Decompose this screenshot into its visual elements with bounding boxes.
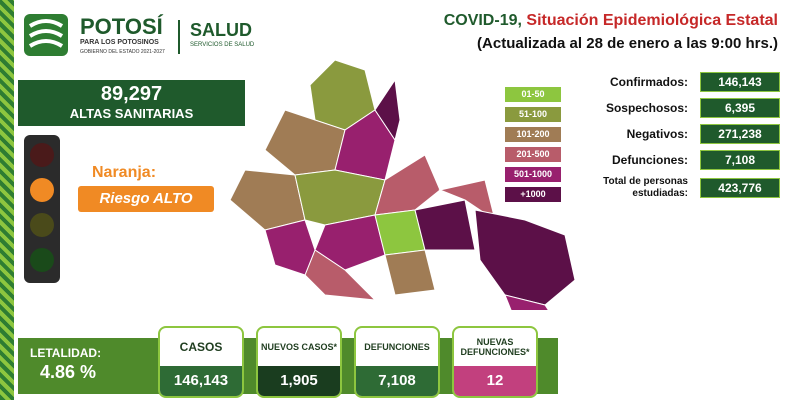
- logo-mark: [24, 14, 68, 56]
- logo-divider: [178, 20, 180, 54]
- legend-item: 01-50: [505, 87, 561, 102]
- card-label: DEFUNCIONES: [364, 342, 430, 352]
- stat-value: 423,776: [700, 178, 780, 198]
- logo-tagline: PARA LOS POTOSINOS: [80, 39, 159, 46]
- legend-item: +1000: [505, 187, 561, 202]
- card-value: 146,143: [160, 366, 242, 396]
- title: COVID-19, Situación Epidemiológica Estat…: [444, 12, 778, 30]
- card-label: NUEVAS DEFUNCIONES*: [460, 337, 530, 357]
- lethality-value: 4.86 %: [40, 362, 97, 382]
- lethality-label: LETALIDAD:: [30, 346, 102, 360]
- card-value: 1,905: [258, 366, 340, 396]
- logo-name: POTOSÍ: [80, 14, 163, 39]
- card: NUEVAS DEFUNCIONES* 12: [452, 326, 538, 398]
- risk-level: Riesgo ALTO: [78, 186, 214, 212]
- card: NUEVOS CASOS* 1,905: [256, 326, 342, 398]
- discharges-label: ALTAS SANITARIAS: [69, 106, 194, 121]
- card: DEFUNCIONES 7,108: [354, 326, 440, 398]
- card-label: CASOS: [179, 340, 223, 354]
- discharges-box: 89,297 ALTAS SANITARIAS: [18, 80, 245, 126]
- agency-sub: SERVICIOS DE SALUD: [190, 42, 255, 48]
- card: CASOS 146,143: [158, 326, 244, 398]
- risk-color: Naranja:: [92, 164, 157, 181]
- legend-item: 501-1000: [505, 167, 561, 182]
- discharges-value: 89,297: [100, 83, 163, 105]
- stat-label: Total de personas estudiadas:: [603, 176, 688, 199]
- side-border: [0, 0, 14, 400]
- title-lead: COVID-19,: [443, 12, 522, 29]
- card-value: 12: [454, 366, 536, 396]
- title-highlight: Situación Epidemiológica Estatal: [526, 12, 778, 29]
- stat-value: 6,395: [700, 98, 780, 118]
- card-value: 7,108: [356, 366, 438, 396]
- stat-value: 146,143: [700, 72, 780, 92]
- legend-item: 51-100: [505, 107, 561, 122]
- stat-label: Sospechosos:: [605, 101, 688, 115]
- subtitle: (Actualizada al 28 de enero a las 9:00 h…: [477, 35, 778, 52]
- stat-value: 271,238: [700, 124, 780, 144]
- state-map: [229, 59, 576, 310]
- traffic-light: [24, 135, 60, 283]
- legend-item: 201-500: [505, 147, 561, 162]
- agency-name: SALUD: [190, 20, 252, 40]
- stat-value: 7,108: [700, 150, 780, 170]
- stat-label: Defunciones:: [611, 153, 688, 167]
- legend-item: 101-200: [505, 127, 561, 142]
- stat-label: Negativos:: [626, 127, 688, 141]
- card-label: NUEVOS CASOS*: [260, 342, 338, 352]
- logo-government: GOBIERNO DEL ESTADO 2021-2027: [80, 49, 165, 55]
- stat-label: Confirmados:: [610, 75, 688, 89]
